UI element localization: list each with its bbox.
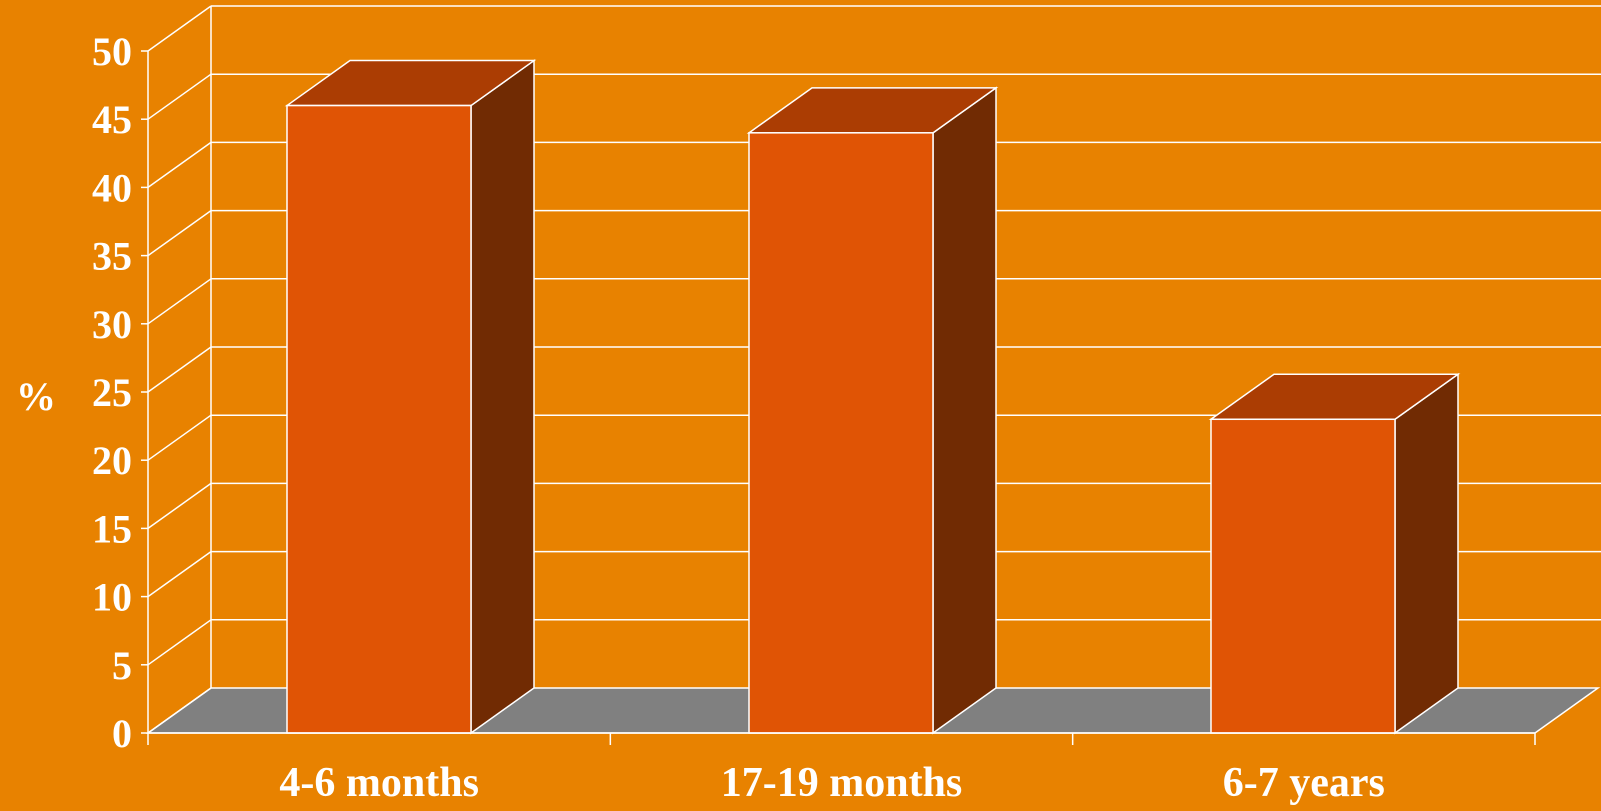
side-wall-gridline — [147, 278, 212, 325]
bar-side — [932, 86, 997, 735]
bar-1 — [284, 59, 537, 735]
side-wall-gridline — [147, 73, 212, 120]
y-tick-label: 20 — [92, 438, 132, 483]
bar-side — [1394, 372, 1459, 735]
bar-2 — [746, 86, 999, 735]
side-wall-gridline — [147, 5, 212, 52]
side-wall-gridline — [147, 209, 212, 257]
side-wall-gridline — [147, 550, 212, 598]
y-tick-label: 10 — [92, 575, 132, 620]
y-tick-label: 30 — [92, 302, 132, 347]
y-tick-label: 0 — [112, 711, 132, 756]
bar-front — [286, 104, 472, 734]
y-tick-label: 15 — [92, 506, 132, 551]
x-category-label: 6-7 years — [1223, 760, 1385, 806]
y-tick-label: 35 — [92, 234, 132, 279]
y-tick-label: 50 — [92, 29, 132, 74]
side-wall-gridline — [147, 141, 212, 189]
y-tick-label: 40 — [92, 165, 132, 210]
bar-front — [1210, 418, 1396, 734]
y-tick-label: 25 — [92, 370, 132, 415]
side-wall-gridline — [147, 414, 212, 461]
axis-labels: 0 5 10 15 20 25 30 35 40 45 50 4-6 months 17-19 mont… — [16, 29, 1385, 806]
bar-3 — [1208, 372, 1461, 735]
side-wall-gridline — [147, 482, 212, 530]
bar-front — [748, 132, 934, 734]
y-tick-label: 5 — [112, 643, 132, 688]
side-wall-gridline — [147, 619, 212, 666]
x-category-label: 17-19 months — [721, 760, 963, 806]
bars — [284, 59, 1461, 735]
bar-side — [470, 59, 535, 735]
x-category-label: 4-6 months — [279, 760, 479, 806]
y-tick-label: 45 — [92, 97, 132, 142]
side-wall-gridline — [147, 687, 212, 734]
axes — [141, 50, 1536, 745]
y-axis-title: % — [16, 374, 56, 419]
side-wall-gridline — [147, 346, 212, 393]
